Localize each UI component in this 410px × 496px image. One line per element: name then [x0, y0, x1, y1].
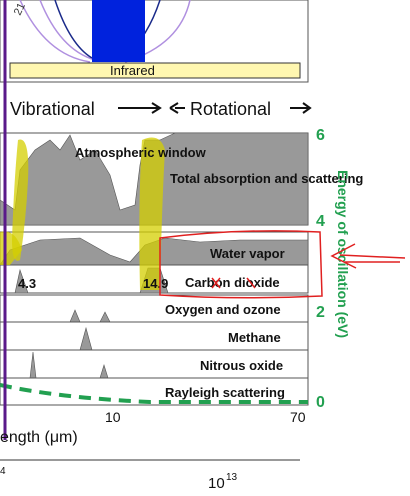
annotation-box [159, 230, 323, 299]
region-label: Rotational [190, 99, 271, 119]
panel-label: Total absorption and scattering [170, 171, 363, 186]
panel-label: Carbon dioxide [185, 275, 280, 290]
tick-label: 0 [316, 394, 325, 411]
tick-label: 6 [316, 127, 325, 144]
panel [0, 294, 309, 323]
region-label: Vibrational [10, 99, 95, 119]
curve [19, 0, 96, 63]
band [92, 0, 145, 62]
tick-label: 10 [105, 409, 121, 425]
annotation-arrow [330, 243, 406, 269]
region-arrows [118, 102, 312, 114]
panel-label: Oxygen and ozone [165, 302, 281, 317]
tick-label: 4 [316, 213, 325, 230]
tick-label: 2 [316, 304, 325, 321]
top-panel: 21 Infrared [0, 0, 309, 83]
curve-label: 21 [12, 1, 28, 17]
tick-label: 4 [0, 466, 6, 477]
band-label: Infrared [110, 63, 155, 78]
tick-label: 10 [208, 475, 225, 491]
band-bar [9, 62, 301, 79]
highlight [12, 139, 29, 261]
region-row: Vibrational Rotational [10, 99, 312, 119]
axis-title: ength (μm) [0, 429, 78, 446]
panel-label: Methane [228, 330, 281, 345]
panel [0, 377, 309, 406]
panel-label: Rayleigh scattering [165, 385, 285, 400]
tick-exponent: 13 [226, 472, 238, 483]
energy-curve [0, 383, 308, 404]
window-label: Atmospheric window [75, 145, 207, 160]
highlight [139, 137, 165, 290]
annotation-marks [211, 277, 256, 289]
axis-title: Energy of oscillation (eV) [335, 170, 351, 338]
peak-label: 4.3 [18, 276, 36, 291]
panel [0, 349, 309, 379]
peak-label: 14.9 [143, 276, 168, 291]
panel-label: Water vapor [210, 246, 285, 261]
tick-label: 70 [290, 409, 306, 425]
panel-label: Nitrous oxide [200, 358, 283, 373]
